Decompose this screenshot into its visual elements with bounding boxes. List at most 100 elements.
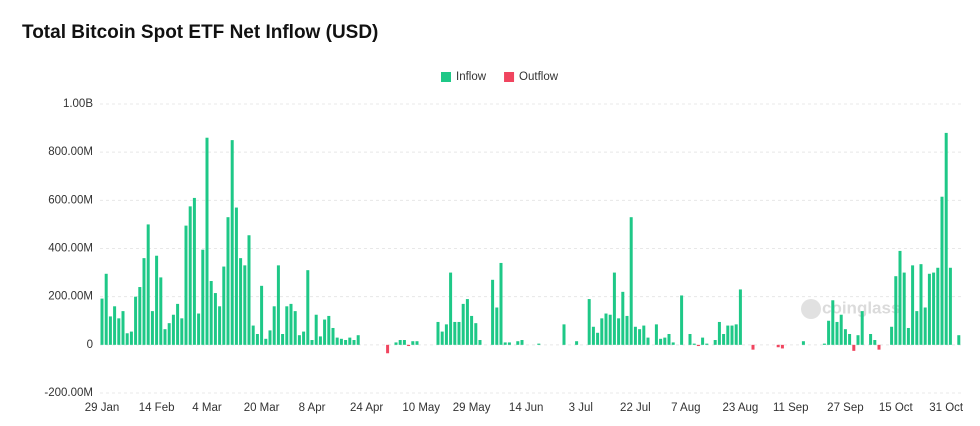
chart-title: Total Bitcoin Spot ETF Net Inflow (USD) [22,22,378,43]
bar [167,323,171,345]
bar [612,272,616,345]
x-tick-label: 29 Jan [85,402,120,414]
bar [117,318,121,345]
bar [629,217,633,345]
bar [171,314,175,345]
bar [654,324,658,345]
x-tick-label: 10 May [402,402,440,414]
bar [831,300,835,345]
bar [398,340,402,345]
bar [415,341,419,345]
bar [348,337,352,345]
bar [407,344,411,347]
bar [948,267,952,345]
bar [873,340,877,345]
bar [243,265,247,345]
legend-swatch [504,72,515,82]
bar [125,333,129,345]
bar [310,340,314,345]
bar [222,266,226,345]
bar [159,277,163,345]
x-tick-label: 7 Aug [671,402,700,414]
bar [692,343,696,345]
y-tick-label: 1.00B [63,98,93,110]
bar [915,311,919,345]
x-tick-label: 3 Jul [569,402,593,414]
bar [642,325,646,345]
bar [129,331,133,345]
bar [734,324,738,345]
bar [537,343,541,345]
bar [860,311,864,345]
bar [344,340,348,345]
x-tick-label: 4 Mar [192,402,222,414]
bar [306,270,310,345]
bar [520,340,524,345]
bar [923,307,927,345]
bar [906,327,910,345]
bar [150,311,154,345]
y-tick-label: 600.00M [48,194,93,206]
bar [234,207,238,345]
bar [877,344,881,350]
bar [386,344,390,354]
bar [461,303,465,345]
bar [180,318,184,345]
bar [495,307,499,345]
bar [696,344,700,347]
bar [562,324,566,345]
bar [293,311,297,345]
bar [491,279,495,345]
bar [944,132,948,345]
x-tick-label: 27 Sep [827,402,863,414]
x-tick-label: 29 May [453,402,491,414]
bar [856,335,860,345]
bar [465,299,469,345]
bar [155,255,159,345]
bar [104,273,108,345]
bar [801,341,805,345]
bar [247,235,251,345]
bar [121,311,125,345]
bar [499,262,503,345]
bar [617,318,621,345]
x-tick-label: 15 Oct [879,402,914,414]
bar [776,344,780,348]
bar [608,314,612,345]
bar [591,326,595,345]
y-tick-label: -200.00M [44,387,93,399]
bar [335,337,339,345]
x-tick-label: 24 Apr [350,402,383,414]
watermark: coinglass [801,298,900,319]
bar [100,298,104,345]
bar [839,314,843,345]
legend-label: Outflow [519,71,559,83]
bar [633,326,637,345]
bar [230,140,234,345]
bar [936,267,940,345]
bar [730,325,734,345]
bar [890,326,894,345]
watermark-icon [801,299,821,319]
bar [449,272,453,345]
bar [138,287,142,345]
bar [646,337,650,345]
x-tick-label: 22 Jul [620,402,651,414]
x-tick-label: 8 Apr [299,402,326,414]
bar [663,337,667,345]
bar [751,344,755,350]
bar [201,249,205,345]
bar [713,340,717,345]
bar [503,342,507,345]
bar [192,197,196,345]
bar [264,338,268,345]
y-tick-label: 800.00M [48,146,93,158]
bar [701,337,705,345]
bar [339,338,343,345]
bar [205,137,209,345]
bar [226,217,230,345]
bar [255,333,259,345]
bar [869,333,873,345]
bar [218,306,222,345]
